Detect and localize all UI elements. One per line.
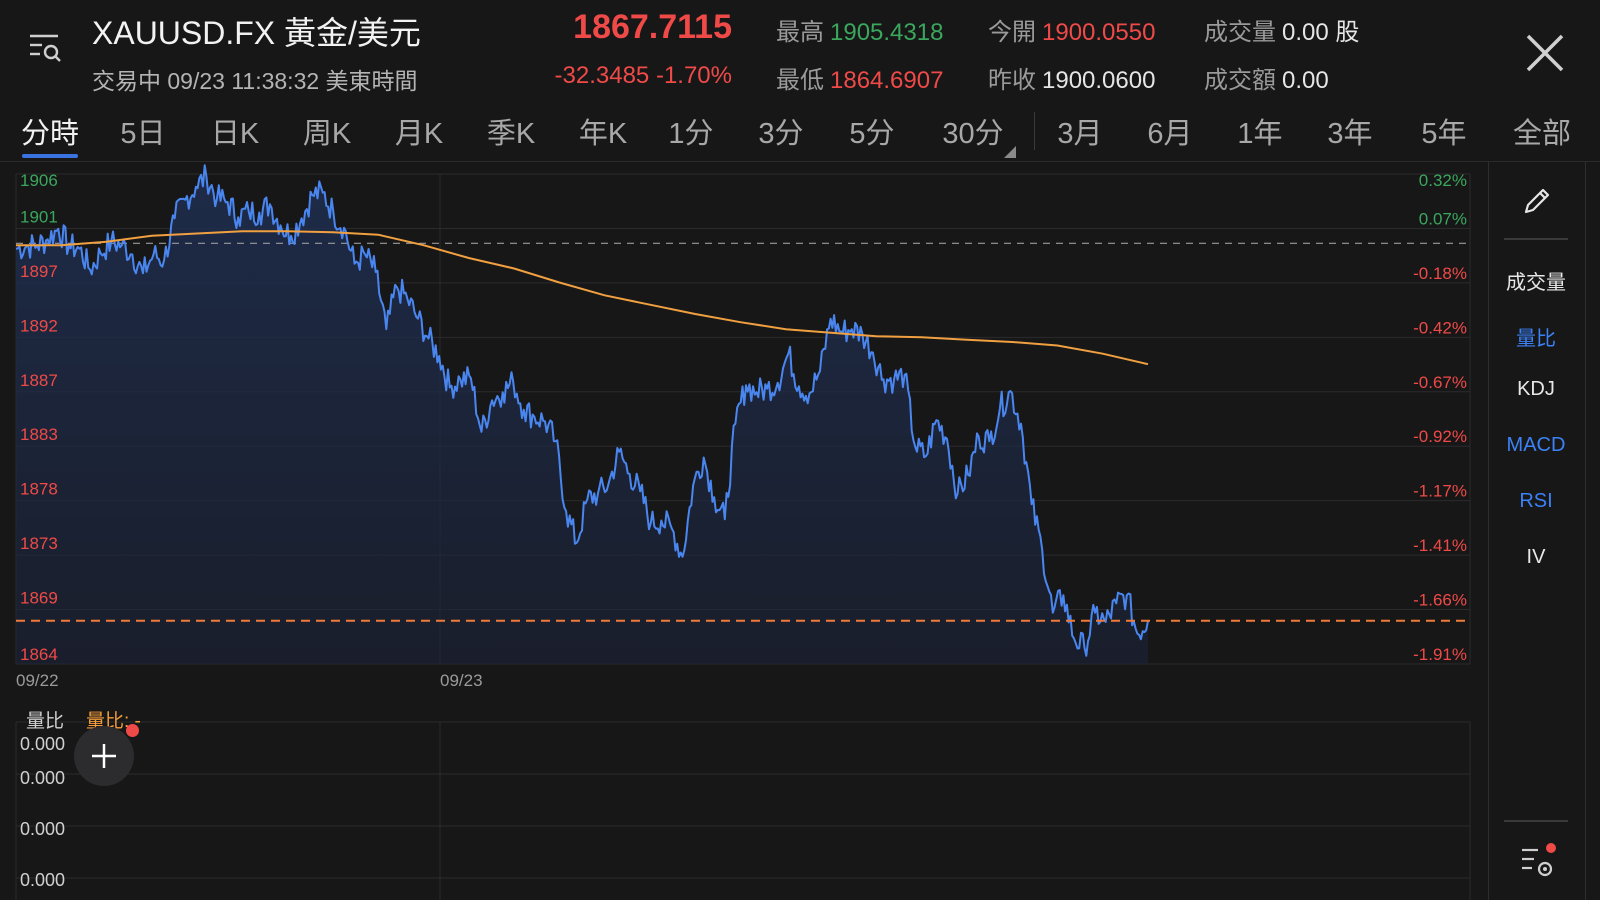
stat-open-value: 1900.0550: [1042, 19, 1156, 46]
tab-16[interactable]: 全部: [1512, 118, 1572, 150]
tab-15[interactable]: 5年: [1421, 118, 1467, 150]
y-tick-label: 1869: [20, 589, 58, 608]
trading-status: 交易中 09/23 11:38:32 美東時間: [92, 68, 418, 94]
close-icon[interactable]: [1520, 28, 1570, 78]
pct-tick-label: 0.07%: [1419, 209, 1467, 228]
price-change: -32.3485 -1.70%: [554, 62, 732, 89]
stat-low-value: 1864.6907: [830, 67, 944, 94]
tab-more-icon[interactable]: [1004, 145, 1016, 163]
stat-high: 最高 1905.4318: [776, 12, 943, 47]
tab-1[interactable]: 5日: [120, 118, 166, 150]
stat-high-label: 最高: [776, 19, 824, 46]
indicator-item-3[interactable]: MACD: [1506, 434, 1566, 456]
indicator-item-2[interactable]: KDJ: [1517, 378, 1555, 400]
y-tick-label: 1901: [20, 207, 58, 226]
volume-grid: [15, 721, 1471, 900]
pencil-icon[interactable]: [1520, 184, 1554, 223]
stat-volume: 成交量 0.00 股: [1204, 12, 1359, 47]
y-tick-label: 1864: [20, 645, 58, 664]
volume-tick-label: 0.000: [20, 734, 65, 754]
volume-tick-label: 0.000: [20, 819, 65, 839]
tab-divider: [1034, 112, 1035, 150]
header-divider: [0, 161, 1600, 162]
stat-open: 今開 1900.0550: [988, 12, 1155, 47]
tab-0[interactable]: 分時: [20, 118, 80, 150]
stat-high-value: 1905.4318: [830, 19, 944, 46]
indicator-settings-icon[interactable]: [1518, 842, 1558, 887]
y-tick-label: 1906: [20, 171, 58, 190]
add-indicator-button[interactable]: [74, 726, 134, 786]
y-tick-label: 1883: [20, 425, 58, 444]
indicator-item-5[interactable]: IV: [1526, 546, 1546, 568]
y-tick-label: 1892: [20, 316, 58, 335]
stat-volume-label: 成交量: [1204, 19, 1276, 46]
price-chart[interactable]: 1906 1901 1897 1892 1887 1883 1878 1873 1869 1864…: [0, 162, 1486, 900]
stat-turnover-value: 0.00: [1282, 67, 1329, 94]
price-area-fill: [16, 165, 1148, 665]
pct-tick-label: 0.32%: [1419, 171, 1467, 190]
x-tick-label: 09/22: [16, 671, 59, 690]
pct-tick-label: -0.67%: [1413, 373, 1467, 392]
indicator-item-4[interactable]: RSI: [1519, 490, 1553, 512]
volume-panel-title: 量比: [26, 711, 65, 732]
tab-2[interactable]: 日K: [210, 118, 260, 150]
active-tab-indicator: [22, 154, 78, 158]
y-axis-labels: 1906 1901 1897 1892 1887 1883 1878 1873 1869 1864: [20, 171, 58, 664]
y-tick-label: 1873: [20, 534, 58, 553]
pct-tick-label: -0.18%: [1413, 264, 1467, 283]
stat-open-label: 今開: [988, 19, 1036, 46]
pct-tick-label: -0.42%: [1413, 318, 1467, 337]
pct-tick-label: -1.91%: [1413, 645, 1467, 664]
tab-3[interactable]: 周K: [302, 118, 352, 150]
indicator-item-1[interactable]: 量比: [1516, 328, 1556, 350]
tab-8[interactable]: 3分: [758, 118, 804, 150]
x-tick-label: 09/23: [440, 671, 483, 690]
side-divider-bottom: [1504, 820, 1568, 822]
tab-4[interactable]: 月K: [394, 118, 444, 150]
tab-7[interactable]: 1分: [668, 118, 714, 150]
side-divider-top: [1504, 238, 1568, 240]
tab-10[interactable]: 30分: [942, 118, 1004, 150]
y-tick-label: 1897: [20, 262, 58, 281]
menu-search-icon[interactable]: [24, 28, 64, 68]
pct-tick-label: -1.17%: [1413, 482, 1467, 501]
tab-13[interactable]: 1年: [1237, 118, 1283, 150]
tab-14[interactable]: 3年: [1327, 118, 1373, 150]
symbol-title: XAUUSD.FX 黃金/美元: [92, 15, 421, 51]
volume-tick-label: 0.000: [20, 768, 65, 788]
pct-tick-label: -1.66%: [1413, 591, 1467, 610]
stat-volume-value: 0.00 股: [1282, 19, 1360, 46]
tab-5[interactable]: 季K: [486, 118, 536, 150]
pct-tick-label: -1.41%: [1413, 536, 1467, 555]
y-tick-label: 1878: [20, 480, 58, 499]
stat-prev-close: 昨收 1900.0600: [988, 60, 1155, 95]
y-tick-label: 1887: [20, 371, 58, 390]
indicator-panel: [1488, 162, 1586, 900]
stat-prev-close-value: 1900.0600: [1042, 67, 1156, 94]
notification-dot: [126, 724, 139, 737]
last-price: 1867.7115: [573, 8, 732, 46]
tab-6[interactable]: 年K: [578, 118, 628, 150]
indicator-item-0[interactable]: 成交量: [1506, 272, 1566, 294]
tab-12[interactable]: 6月: [1147, 118, 1193, 150]
price-line: [15, 164, 1149, 657]
stat-turnover: 成交額 0.00: [1204, 60, 1329, 95]
tab-11[interactable]: 3月: [1057, 118, 1103, 150]
stat-prev-close-label: 昨收: [988, 67, 1036, 94]
average-price-line: [16, 230, 1149, 366]
timeframe-tabs: 分時 5日 日K 周K 月K 季K 年K 1分 3分 5分 30分 3月 6月 1年 3年 5年 全部: [0, 106, 1600, 162]
pct-axis-labels: 0.32% 0.07% -0.18% -0.42% -0.67% -0.92% -1.17%…: [1413, 171, 1467, 664]
x-axis-labels: 09/22 09/23: [16, 671, 483, 690]
tab-9[interactable]: 5分: [849, 118, 895, 150]
plus-icon: [92, 744, 116, 768]
stat-turnover-label: 成交額: [1204, 67, 1276, 94]
volume-axis-labels: 0.000 0.000 0.000 0.000: [20, 734, 65, 890]
stat-low-label: 最低: [776, 67, 824, 94]
pct-tick-label: -0.92%: [1413, 427, 1467, 446]
volume-tick-label: 0.000: [20, 870, 65, 890]
stat-low: 最低 1864.6907: [776, 60, 943, 95]
